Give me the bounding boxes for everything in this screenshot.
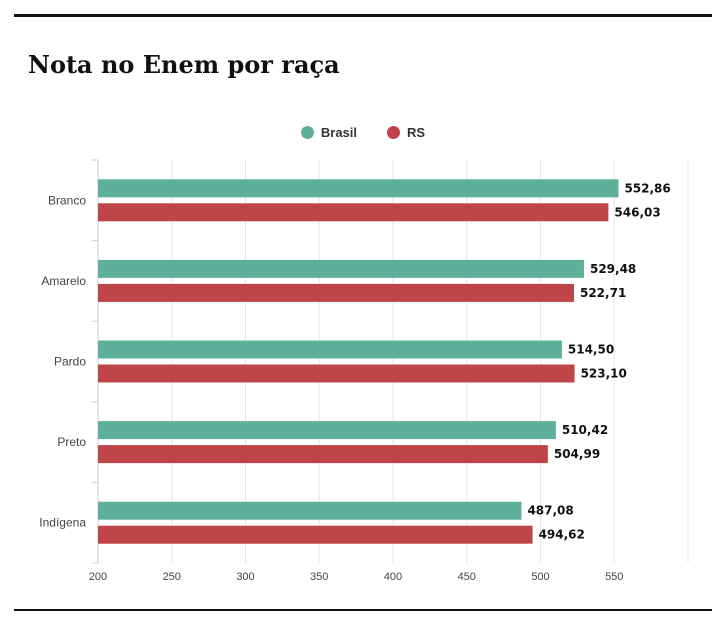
bar-rs-pardo [98, 364, 575, 383]
value-label-brasil-indigena: 487,08 [527, 504, 573, 518]
bar-brasil-preto [98, 421, 556, 440]
x-tick-label-550: 550 [605, 571, 623, 583]
x-tick-label-250: 250 [163, 571, 181, 583]
category-label-branco: Branco [48, 193, 86, 207]
legend-item-rs[interactable]: RS [387, 125, 425, 140]
value-label-rs-branco: 546,03 [614, 205, 660, 219]
bar-rs-indigena [98, 525, 533, 544]
value-label-brasil-preto: 510,42 [562, 423, 608, 437]
value-label-brasil-branco: 552,86 [624, 181, 670, 195]
x-tick-label-400: 400 [384, 571, 402, 583]
legend-label-brasil: Brasil [320, 125, 358, 140]
category-label-amarelo: Amarelo [41, 274, 86, 288]
x-tick-label-350: 350 [310, 571, 328, 583]
legend-swatch-rs [387, 126, 401, 139]
value-label-rs-amarelo: 522,71 [580, 286, 626, 300]
bar-brasil-pardo [98, 340, 562, 359]
value-label-brasil-pardo: 514,50 [568, 343, 614, 357]
bar-brasil-branco [98, 179, 619, 198]
bar-rs-preto [98, 445, 548, 464]
category-label-preto: Preto [57, 435, 86, 449]
legend-label-rs: RS [407, 125, 426, 140]
bar-rs-branco [98, 203, 609, 222]
legend-swatch-brasil [300, 126, 314, 139]
x-tick-label-300: 300 [236, 571, 254, 583]
x-tick-label-200: 200 [89, 571, 107, 583]
legend: Brasil RS [0, 125, 726, 140]
value-label-rs-pardo: 523,10 [581, 367, 627, 381]
category-label-indigena: Indígena [39, 516, 86, 530]
top-rule [14, 14, 712, 17]
value-label-rs-preto: 504,99 [554, 447, 600, 461]
x-tick-label-500: 500 [531, 571, 549, 583]
category-label-pardo: Pardo [54, 355, 86, 369]
value-label-brasil-amarelo: 529,48 [590, 262, 636, 276]
bar-brasil-indigena [98, 501, 522, 520]
bar-rs-amarelo [98, 283, 574, 302]
legend-item-brasil[interactable]: Brasil [300, 125, 358, 140]
bar-brasil-amarelo [98, 259, 584, 278]
x-tick-label-450: 450 [458, 571, 476, 583]
bottom-rule [14, 609, 712, 611]
value-label-rs-indigena: 494,62 [539, 528, 585, 542]
chart-title: Nota no Enem por raça [28, 50, 340, 79]
